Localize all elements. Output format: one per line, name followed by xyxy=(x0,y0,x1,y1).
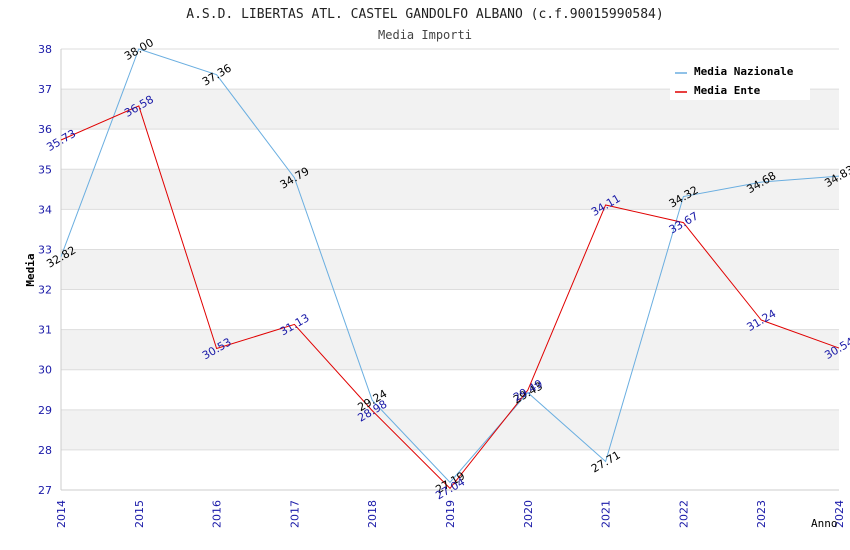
x-tick-label: 2018 xyxy=(366,500,379,528)
chart-title: A.S.D. LIBERTAS ATL. CASTEL GANDOLFO ALB… xyxy=(186,7,663,22)
x-tick-label: 2020 xyxy=(522,500,535,528)
legend-label-ente: Media Ente xyxy=(694,84,761,97)
x-tick-label: 2021 xyxy=(600,500,613,528)
legend-label-nazionale: Media Nazionale xyxy=(694,65,794,78)
y-tick-label: 33 xyxy=(38,243,52,256)
x-axis-ticks: 2014 2015 2016 2017 2018 2019 2020 2021 2022 2023… xyxy=(55,500,846,528)
y-tick-label: 36 xyxy=(38,123,52,136)
x-tick-label: 2014 xyxy=(55,500,68,528)
y-tick-label: 37 xyxy=(38,83,52,96)
grid-band xyxy=(61,329,839,370)
series-line xyxy=(60,48,840,484)
data-label: 33.67 xyxy=(667,210,701,237)
x-tick-label: 2022 xyxy=(677,500,690,528)
data-label: 37.36 xyxy=(200,62,234,89)
y-tick-label: 30 xyxy=(38,364,52,377)
y-tick-label: 34 xyxy=(38,203,52,216)
y-tick-label: 27 xyxy=(38,484,52,497)
grid-band xyxy=(61,249,839,290)
data-label: 27.71 xyxy=(589,448,623,475)
grid-bands xyxy=(61,89,839,450)
y-tick-label: 31 xyxy=(38,324,52,337)
x-tick-label: 2019 xyxy=(444,500,457,528)
data-label: 38.00 xyxy=(122,36,156,63)
grid-band xyxy=(61,409,839,450)
chart-subtitle: Media Importi xyxy=(378,28,472,42)
y-tick-label: 28 xyxy=(38,444,52,457)
x-axis-label: Anno xyxy=(811,517,838,530)
y-tick-label: 35 xyxy=(38,163,52,176)
x-tick-label: 2015 xyxy=(133,500,146,528)
x-tick-label: 2024 xyxy=(833,500,846,528)
x-tick-label: 2023 xyxy=(755,500,768,528)
series-line xyxy=(60,105,840,490)
x-tick-label: 2016 xyxy=(211,500,224,528)
y-axis-label: Media xyxy=(24,253,37,286)
y-tick-label: 32 xyxy=(38,284,52,297)
y-tick-label: 38 xyxy=(38,43,52,56)
gridlines xyxy=(61,48,839,491)
y-tick-label: 29 xyxy=(38,404,52,417)
y-axis-ticks: 27 28 29 30 31 32 33 34 35 36 37 38 xyxy=(38,43,52,497)
legend: Media Nazionale Media Ente xyxy=(670,62,810,100)
legend-box xyxy=(670,62,810,100)
x-tick-label: 2017 xyxy=(288,500,301,528)
series-lines xyxy=(60,48,840,490)
grid-band xyxy=(61,169,839,210)
